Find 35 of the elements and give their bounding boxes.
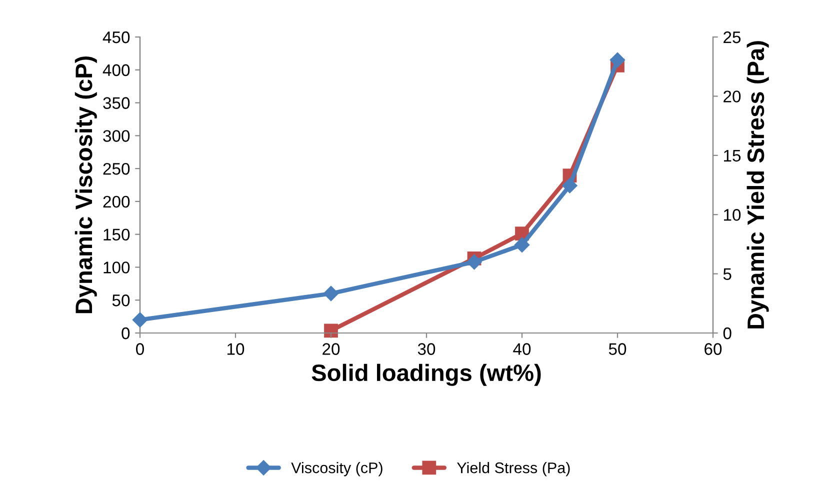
legend-label: Yield Stress (Pa)	[457, 462, 570, 476]
point	[610, 52, 626, 68]
y-tick-label: 450	[102, 31, 130, 44]
x-tick-label: 20	[322, 343, 340, 355]
y-tick-label: 400	[102, 64, 130, 76]
x-tick-label: 0	[136, 343, 144, 355]
x-tick-label: 10	[228, 343, 244, 355]
x-tick-label: 60	[704, 343, 722, 355]
y2-tick-label: 20	[724, 90, 741, 102]
point	[324, 324, 338, 338]
x-tick-label: 30	[418, 343, 436, 355]
y2-tick-label: 15	[724, 150, 741, 162]
y-tick-label: 0	[122, 327, 130, 340]
y2-tick-label: 5	[723, 268, 732, 280]
y2-axis-title: Dynamic Yield Stress (Pa)	[746, 41, 769, 328]
y-tick-label: 350	[103, 97, 130, 109]
x-axis-title: Solid loadings (wt%)	[312, 364, 541, 386]
y-tick-label: 100	[104, 262, 130, 274]
x-tick-label: 50	[608, 343, 626, 355]
y-tick-label: 200	[103, 196, 130, 208]
legend-label: Viscosity (cP)	[291, 462, 382, 476]
point	[466, 254, 482, 270]
point	[562, 178, 578, 194]
point	[323, 286, 339, 302]
y2-tick-label: 10	[724, 209, 741, 221]
y2-tick-label: 25	[724, 31, 741, 44]
point	[514, 237, 530, 252]
point	[132, 312, 148, 328]
y-tick-label: 250	[103, 162, 130, 175]
y-tick-label: 150	[104, 228, 130, 241]
y2-tick-label: 0	[723, 327, 732, 340]
y-tick-label: 50	[112, 294, 130, 306]
y-tick-label: 300	[103, 130, 130, 142]
x-tick-label: 40	[513, 343, 531, 355]
y-axis-title: Dynamic Viscosity (cP)	[74, 56, 97, 314]
